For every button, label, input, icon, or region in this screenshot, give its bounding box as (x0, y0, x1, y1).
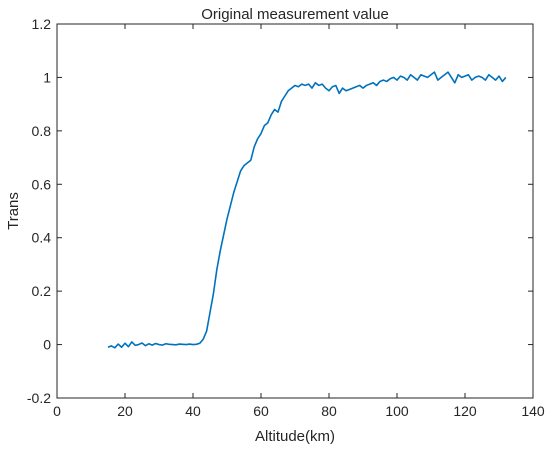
x-ticks: 0 20 40 60 80 100 120 140 (53, 24, 545, 419)
y-tick-label: 1 (43, 69, 51, 85)
x-tick-label: 100 (385, 403, 409, 419)
y-tick-label: 0.6 (32, 176, 52, 192)
series-layer (107, 71, 507, 349)
x-tick-label: 20 (117, 403, 133, 419)
series-line-1 (107, 71, 507, 349)
y-tick-label: 0 (43, 337, 51, 353)
x-tick-label: 0 (53, 403, 61, 419)
y-ticks: -0.2 0 0.2 0.4 0.6 0.8 1 1.2 (27, 16, 533, 406)
x-axis-label: Altitude(km) (255, 428, 335, 445)
x-tick-label: 80 (321, 403, 337, 419)
y-tick-label: 0.4 (32, 230, 52, 246)
plot-frame (56, 23, 534, 399)
plot-background (57, 24, 533, 398)
axes-layer (56, 23, 534, 399)
y-tick-label: 0.2 (32, 283, 52, 299)
x-tick-label: 40 (185, 403, 201, 419)
x-tick-label: 120 (453, 403, 477, 419)
x-tick-label: 140 (521, 403, 545, 419)
chart-title: Original measurement value (201, 6, 389, 23)
y-tick-label: 0.8 (32, 123, 52, 139)
x-tick-label: 60 (253, 403, 269, 419)
y-tick-label: 1.2 (32, 16, 52, 32)
y-tick-label: -0.2 (27, 390, 51, 406)
y-axis-label: Trans (5, 192, 22, 230)
